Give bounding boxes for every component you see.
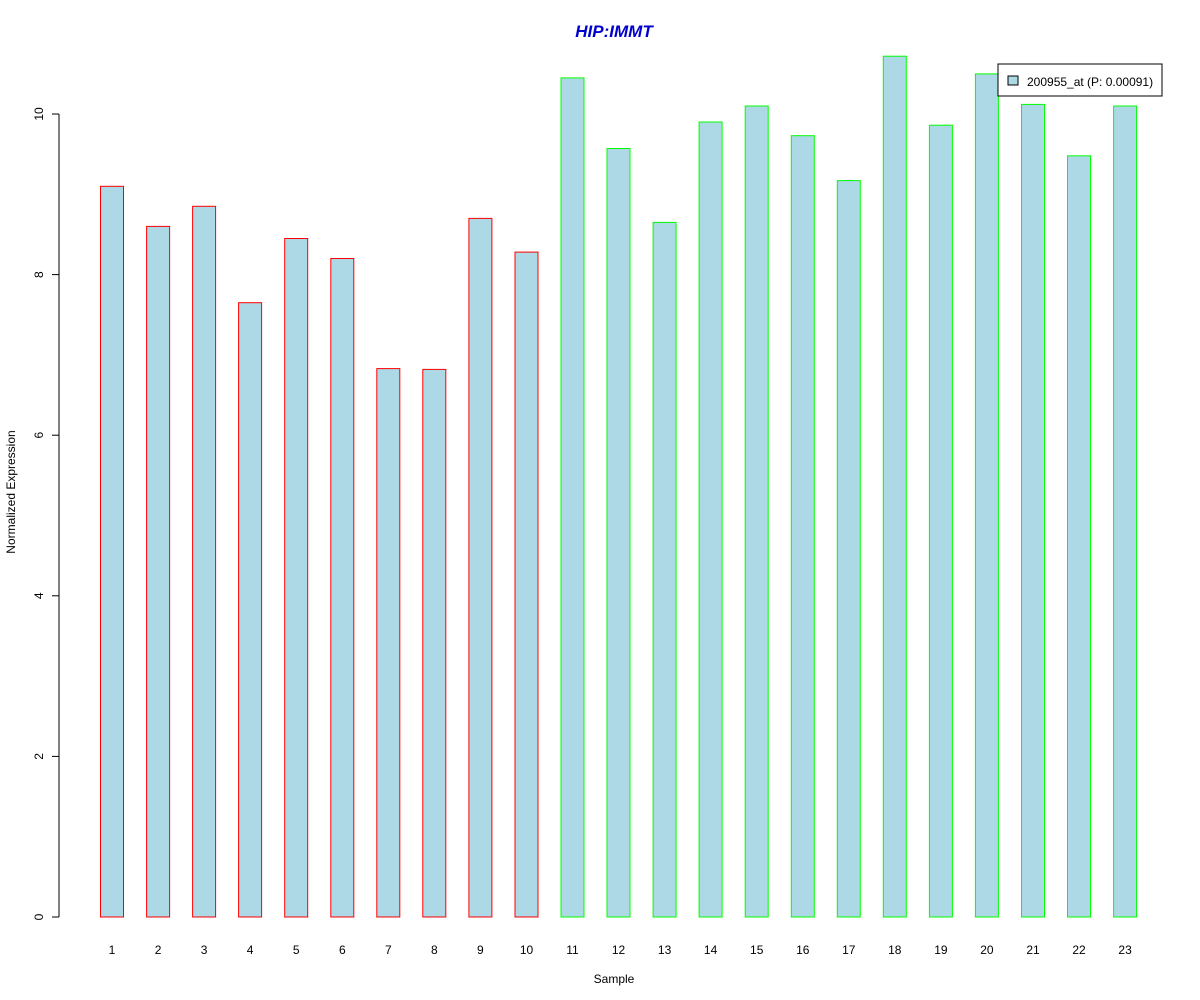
- x-tick-label: 19: [934, 943, 948, 957]
- x-tick-label: 4: [247, 943, 254, 957]
- x-axis-label: Sample: [594, 972, 635, 986]
- bar-sample-11: [560, 77, 585, 918]
- bar-sample-12: [606, 148, 631, 918]
- bar-sample-5: [284, 238, 309, 918]
- bar-sample-21: [1021, 103, 1045, 918]
- bar-sample-15: [744, 105, 769, 918]
- bar-sample-3: [192, 205, 217, 918]
- x-tick-label: 2: [155, 943, 162, 957]
- x-tick-label: 8: [431, 943, 438, 957]
- bar-sample-13: [652, 221, 677, 918]
- bar-sample-14: [698, 121, 723, 918]
- bar-sample-2: [146, 225, 171, 918]
- bar-sample-4: [238, 302, 263, 918]
- x-tick-label: 23: [1118, 943, 1132, 957]
- bar-sample-20: [974, 73, 999, 918]
- x-tick-label: 1: [109, 943, 116, 957]
- x-tick-label: 16: [796, 943, 810, 957]
- bar-sample-1: [100, 185, 124, 918]
- bar-sample-10: [514, 251, 539, 918]
- y-tick-label: 2: [32, 753, 46, 760]
- y-tick-label: 6: [32, 432, 46, 439]
- bar-sample-19: [928, 124, 953, 918]
- x-tick-label: 11: [566, 943, 579, 957]
- y-tick-label: 10: [32, 107, 46, 121]
- legend-swatch: [1007, 75, 1019, 86]
- x-tick-label: 21: [1026, 943, 1040, 957]
- x-tick-label: 15: [750, 943, 764, 957]
- x-tick-label: 12: [612, 943, 626, 957]
- y-axis: 0 2 4 6 8 10: [32, 107, 60, 920]
- bar-sample-17: [836, 180, 861, 918]
- chart-title: HIP:IMMT: [575, 22, 654, 41]
- x-tick-label: 3: [201, 943, 208, 957]
- bar-sample-16: [790, 135, 815, 918]
- x-tick-label: 20: [980, 943, 994, 957]
- x-tick-label: 10: [520, 943, 534, 957]
- y-tick-label: 0: [32, 913, 46, 920]
- x-tick-label: 9: [477, 943, 484, 957]
- legend-box: [997, 63, 1163, 97]
- bar-sample-18: [882, 55, 907, 918]
- y-tick-label: 4: [32, 592, 46, 599]
- x-tick-label: 17: [842, 943, 856, 957]
- x-tick-label: 5: [293, 943, 300, 957]
- bar-sample-6: [330, 258, 355, 918]
- x-tick-label: 22: [1072, 943, 1086, 957]
- y-tick-label: 8: [32, 271, 46, 278]
- x-tick-label: 6: [339, 943, 346, 957]
- bar-sample-8: [422, 368, 447, 918]
- x-tick-label: 18: [888, 943, 902, 957]
- x-tick-label: 7: [385, 943, 392, 957]
- bars-group: [100, 55, 1138, 918]
- bar-sample-22: [1067, 155, 1091, 918]
- x-tick-label: 14: [704, 943, 718, 957]
- legend-label: 200955_at (P: 0.00091): [1027, 75, 1153, 89]
- x-tick-labels: 1 2 3 4 5 6 7 8 9 10 11 12 13 14 15 16 17 18 19 20 21 22 23: [109, 943, 1132, 957]
- bar-sample-23: [1113, 105, 1138, 918]
- bar-sample-9: [468, 217, 493, 918]
- bar-sample-7: [376, 368, 401, 918]
- y-axis-label: Normalized Expression: [4, 430, 18, 553]
- x-tick-label: 13: [658, 943, 672, 957]
- legend: 200955_at (P: 0.00091): [997, 63, 1163, 97]
